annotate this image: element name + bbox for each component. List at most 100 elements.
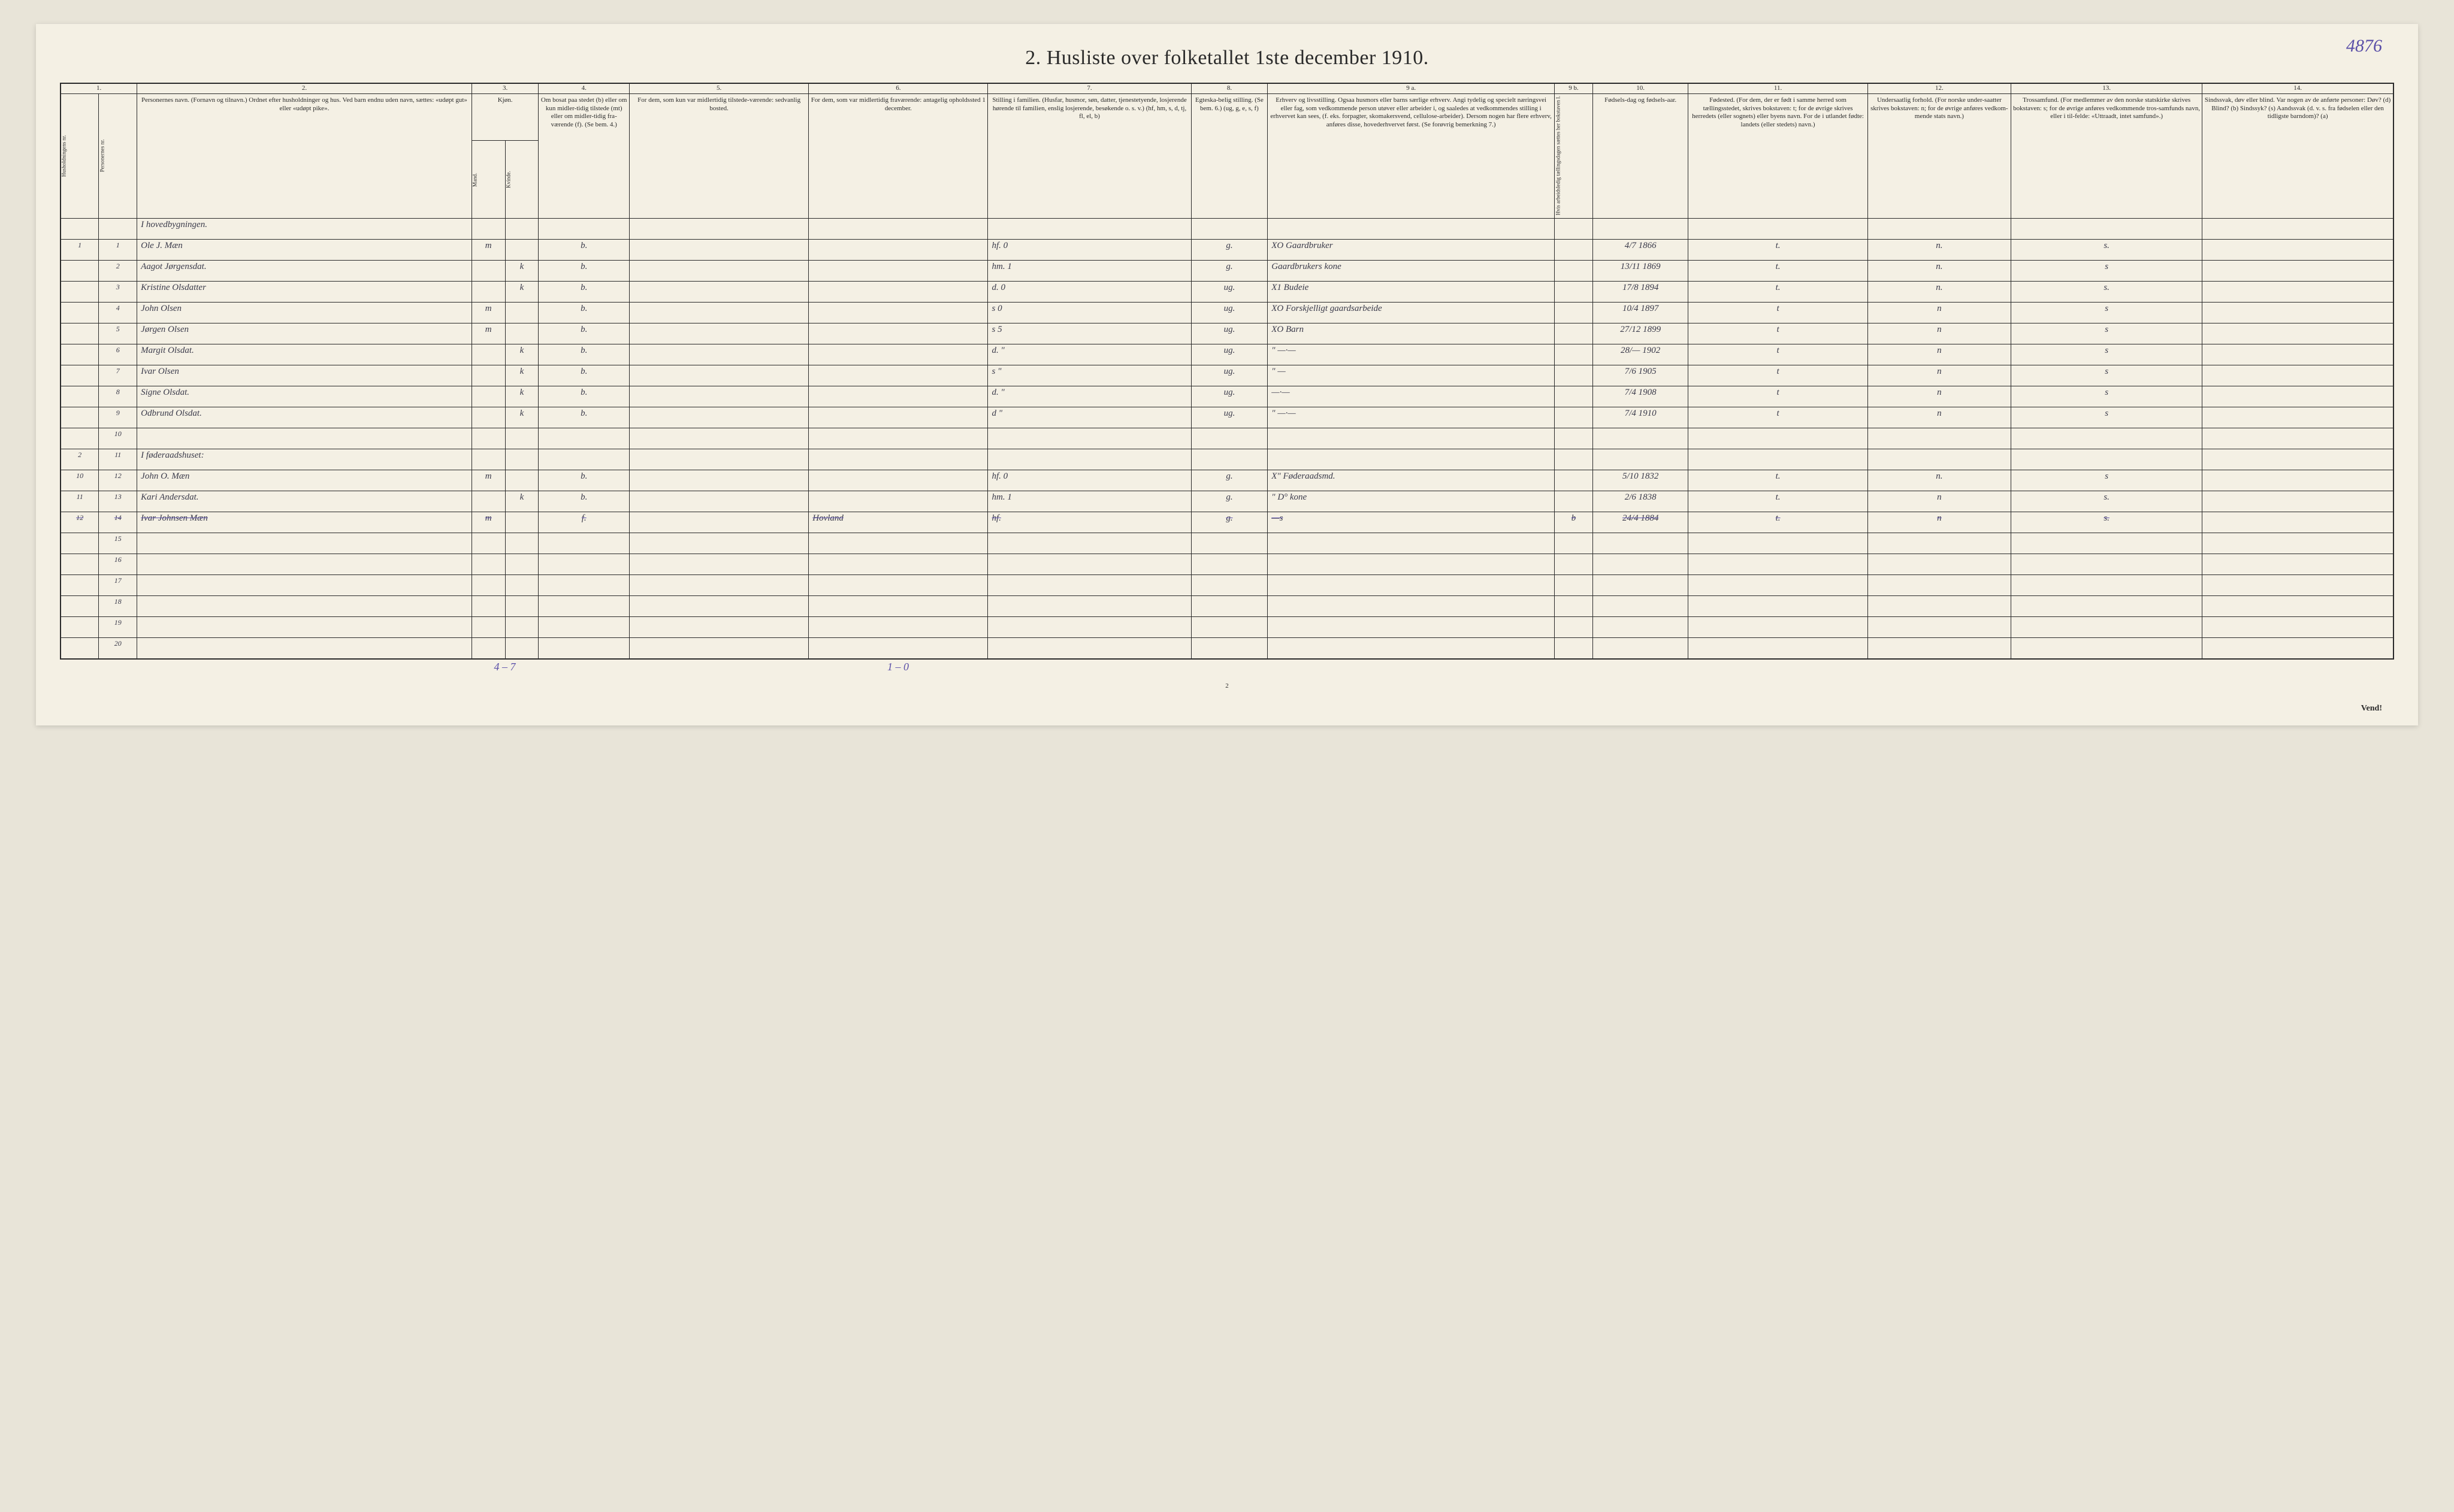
cell: 17 — [99, 574, 137, 595]
cell: b. — [539, 470, 630, 491]
cell — [472, 344, 505, 365]
footer-fravaer-tally: 1 – 0 — [808, 660, 987, 680]
cell: XO Barn — [1268, 323, 1555, 344]
colnum: 13. — [2011, 83, 2202, 93]
cell — [1688, 595, 1867, 616]
cell — [1555, 449, 1593, 470]
cell — [1867, 574, 2011, 595]
cell: g. — [1191, 491, 1268, 512]
table-row: 4John Olsenmb.s 0ug.XO Forskjelligt gaar… — [61, 302, 2393, 323]
cell — [1191, 574, 1268, 595]
cell: 8 — [99, 386, 137, 407]
cell: John Olsen — [137, 302, 472, 323]
cell — [1555, 302, 1593, 323]
cell — [539, 533, 630, 554]
cell — [472, 616, 505, 637]
cell — [472, 595, 505, 616]
cell: t. — [1688, 239, 1867, 260]
cell — [61, 554, 99, 574]
cell: s 0 — [988, 302, 1191, 323]
cell: s — [2011, 386, 2202, 407]
cell — [137, 574, 472, 595]
cell — [630, 533, 809, 554]
colnum: 2. — [137, 83, 472, 93]
cell — [61, 595, 99, 616]
cell: I hovedbygningen. — [137, 218, 472, 239]
colnum: 10. — [1592, 83, 1688, 93]
cell: ug. — [1191, 302, 1268, 323]
cell — [2202, 365, 2393, 386]
cell: Ole J. Mæn — [137, 239, 472, 260]
cell — [61, 616, 99, 637]
cell: s — [2011, 260, 2202, 281]
cell — [1268, 574, 1555, 595]
cell — [61, 218, 99, 239]
cell: n. — [1867, 281, 2011, 302]
cell — [539, 449, 630, 470]
handwritten-page-number: 4876 — [2346, 36, 2382, 56]
cell: s 5 — [988, 323, 1191, 344]
cell — [1555, 554, 1593, 574]
cell — [1688, 449, 1867, 470]
cell: 10/4 1897 — [1592, 302, 1688, 323]
cell — [630, 554, 809, 574]
cell — [988, 616, 1191, 637]
cell: 6 — [99, 344, 137, 365]
cell — [2011, 554, 2202, 574]
cell — [630, 281, 809, 302]
cell — [630, 323, 809, 344]
cell — [2202, 449, 2393, 470]
cell — [505, 533, 539, 554]
cell — [1555, 407, 1593, 428]
cell — [61, 323, 99, 344]
cell: m — [472, 302, 505, 323]
cell — [1867, 533, 2011, 554]
cell — [505, 428, 539, 449]
cell — [630, 449, 809, 470]
cell — [809, 595, 988, 616]
colnum: 12. — [1867, 83, 2011, 93]
cell: 13/11 1869 — [1592, 260, 1688, 281]
cell: 15 — [99, 533, 137, 554]
cell — [2202, 616, 2393, 637]
header-hh-nr: Husholdningens nr. — [61, 93, 99, 218]
cell — [1867, 616, 2011, 637]
cell — [1688, 574, 1867, 595]
cell: s. — [2011, 512, 2202, 533]
cell — [809, 491, 988, 512]
cell — [1592, 449, 1688, 470]
cell — [61, 344, 99, 365]
cell: n. — [1867, 260, 2011, 281]
table-row: 3Kristine Olsdatterkb.d. 0ug.X1 Budeie17… — [61, 281, 2393, 302]
cell — [809, 616, 988, 637]
cell — [1555, 365, 1593, 386]
cell — [61, 574, 99, 595]
cell: 5 — [99, 323, 137, 344]
cell — [1555, 574, 1593, 595]
cell — [809, 239, 988, 260]
cell — [630, 616, 809, 637]
cell — [2202, 218, 2393, 239]
cell: hm. 1 — [988, 491, 1191, 512]
table-row: 1012John O. Mænmb.hf. 0g.X" Føderaadsmd.… — [61, 470, 2393, 491]
cell — [2011, 533, 2202, 554]
table-row: 20 — [61, 637, 2393, 659]
cell — [61, 386, 99, 407]
cell — [539, 574, 630, 595]
cell — [539, 637, 630, 659]
cell: Odbrund Olsdat. — [137, 407, 472, 428]
cell: " D° kone — [1268, 491, 1555, 512]
cell — [2202, 302, 2393, 323]
cell: 9 — [99, 407, 137, 428]
cell — [2011, 616, 2202, 637]
cell — [988, 637, 1191, 659]
cell: t — [1688, 323, 1867, 344]
cell — [988, 554, 1191, 574]
colnum: 6. — [809, 83, 988, 93]
header-erhverv: Erhverv og livsstilling. Ogsaa husmors e… — [1268, 93, 1555, 218]
cell: m — [472, 470, 505, 491]
cell — [809, 260, 988, 281]
cell: t. — [1688, 491, 1867, 512]
cell — [1688, 218, 1867, 239]
cell — [1555, 218, 1593, 239]
